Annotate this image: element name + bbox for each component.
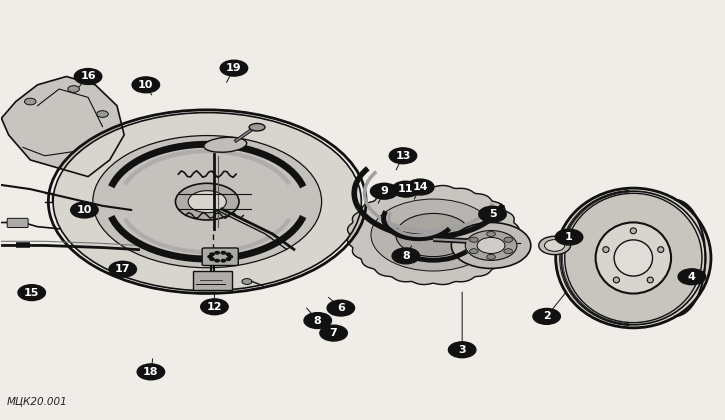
Circle shape (465, 231, 517, 260)
FancyBboxPatch shape (193, 271, 232, 290)
Circle shape (504, 249, 513, 254)
Polygon shape (1, 76, 124, 177)
Ellipse shape (565, 193, 702, 323)
Text: 18: 18 (143, 367, 159, 377)
Circle shape (221, 260, 225, 262)
Circle shape (25, 98, 36, 105)
Ellipse shape (596, 223, 671, 294)
Circle shape (221, 252, 225, 254)
Polygon shape (347, 186, 519, 285)
Circle shape (327, 300, 355, 316)
FancyBboxPatch shape (7, 218, 28, 228)
Ellipse shape (658, 247, 664, 252)
Circle shape (71, 202, 98, 218)
Circle shape (452, 223, 531, 268)
Circle shape (449, 342, 476, 358)
Ellipse shape (614, 240, 652, 276)
Circle shape (371, 199, 496, 271)
Circle shape (96, 111, 108, 117)
Circle shape (188, 191, 226, 213)
FancyBboxPatch shape (202, 248, 239, 265)
Circle shape (396, 213, 471, 257)
Circle shape (109, 261, 136, 277)
Circle shape (228, 255, 233, 258)
Circle shape (215, 260, 219, 262)
Text: 2: 2 (543, 311, 550, 321)
Circle shape (242, 278, 252, 284)
Text: 1: 1 (566, 232, 573, 242)
Ellipse shape (603, 247, 609, 252)
Circle shape (18, 285, 46, 301)
Circle shape (533, 308, 560, 324)
Circle shape (210, 258, 214, 260)
Text: 9: 9 (380, 186, 388, 196)
Text: 4: 4 (688, 272, 696, 282)
Circle shape (175, 183, 239, 220)
Text: 10: 10 (138, 80, 154, 90)
Text: 14: 14 (413, 182, 428, 192)
Circle shape (392, 181, 420, 197)
Circle shape (470, 249, 478, 254)
Ellipse shape (647, 277, 653, 283)
Circle shape (210, 253, 214, 255)
Text: 6: 6 (337, 303, 345, 313)
Circle shape (544, 240, 565, 251)
Circle shape (477, 237, 505, 254)
Circle shape (68, 86, 80, 92)
Ellipse shape (555, 188, 711, 328)
Ellipse shape (204, 137, 247, 152)
Circle shape (320, 325, 347, 341)
Circle shape (678, 269, 705, 285)
Circle shape (226, 253, 231, 255)
Text: 19: 19 (226, 63, 241, 73)
Text: 5: 5 (489, 209, 497, 219)
Text: 11: 11 (398, 184, 413, 194)
Text: 7: 7 (330, 328, 337, 338)
Circle shape (539, 236, 571, 255)
Ellipse shape (630, 228, 637, 234)
Circle shape (132, 77, 160, 93)
Text: 17: 17 (115, 264, 130, 274)
Circle shape (304, 312, 331, 328)
Circle shape (137, 364, 165, 380)
Circle shape (478, 206, 506, 222)
Circle shape (220, 60, 248, 76)
Text: 8: 8 (402, 251, 410, 261)
Text: 10: 10 (77, 205, 92, 215)
Ellipse shape (613, 277, 619, 283)
Circle shape (504, 237, 513, 242)
Circle shape (486, 255, 495, 260)
Text: 15: 15 (24, 288, 39, 298)
Circle shape (75, 68, 102, 84)
Circle shape (486, 231, 495, 236)
Circle shape (53, 113, 361, 291)
Circle shape (389, 148, 417, 164)
Ellipse shape (249, 123, 265, 131)
Circle shape (470, 237, 478, 242)
Text: 3: 3 (458, 345, 466, 355)
Text: 16: 16 (80, 71, 96, 81)
Circle shape (226, 258, 231, 260)
Circle shape (370, 183, 398, 199)
Circle shape (392, 248, 420, 264)
Circle shape (407, 179, 434, 195)
Text: 12: 12 (207, 302, 222, 312)
Text: МЦК20.001: МЦК20.001 (7, 396, 68, 406)
Circle shape (215, 252, 219, 254)
Text: 13: 13 (395, 151, 410, 161)
Circle shape (201, 299, 228, 315)
Circle shape (555, 229, 583, 245)
Circle shape (208, 255, 212, 258)
Text: 8: 8 (314, 315, 322, 326)
Circle shape (93, 136, 322, 268)
